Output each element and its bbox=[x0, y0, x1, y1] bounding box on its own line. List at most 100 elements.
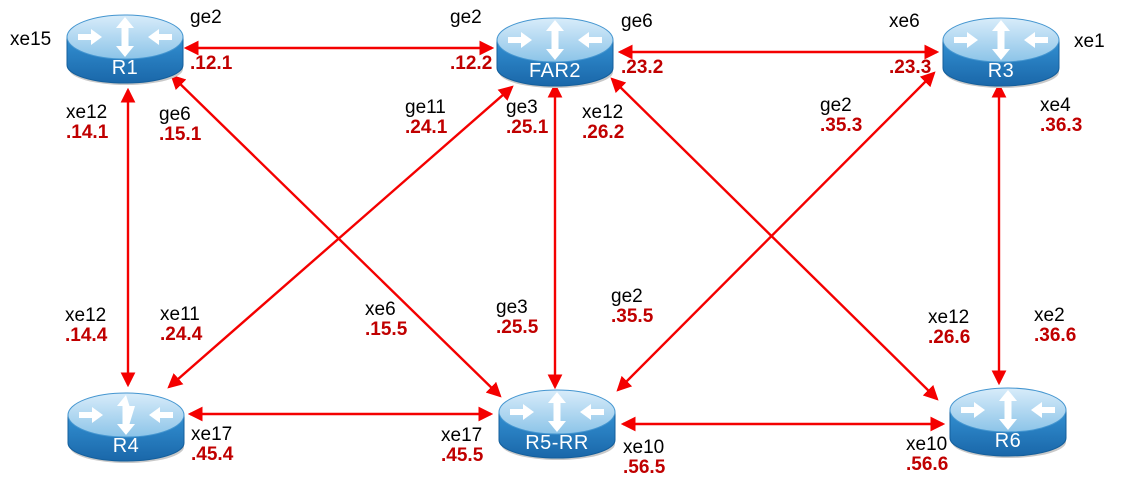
router-arrows-glyph bbox=[954, 20, 1048, 60]
label-r5-xe6: xe6 .15.5 bbox=[365, 300, 407, 340]
label-far2-ge3: ge3 .25.1 bbox=[506, 98, 548, 138]
interface-name: xe10 bbox=[623, 437, 665, 458]
interface-ip: .12.2 bbox=[450, 53, 493, 74]
router-r5[interactable]: R5-RR bbox=[497, 388, 617, 462]
interface-name: xe6 bbox=[889, 11, 920, 32]
interface-name: xe10 bbox=[906, 434, 948, 455]
router-icon bbox=[942, 17, 1060, 88]
router-arrows-glyph bbox=[961, 390, 1055, 430]
label-r6-xe10: xe10 .56.6 bbox=[906, 435, 948, 475]
router-arrows-glyph bbox=[508, 20, 602, 60]
interface-ip: .35.5 bbox=[611, 306, 654, 327]
interface-ip: .15.5 bbox=[365, 319, 408, 340]
router-r1[interactable]: R1 bbox=[65, 13, 185, 87]
label-r3-xe4: xe4 .36.3 bbox=[1040, 96, 1082, 136]
router-r4[interactable]: R4 bbox=[66, 391, 186, 465]
router-label: R1 bbox=[111, 57, 139, 79]
label-r6-xe12: xe12 .26.6 bbox=[928, 308, 970, 348]
interface-name: ge6 bbox=[159, 104, 191, 125]
interface-ip: .14.4 bbox=[65, 325, 108, 346]
link-far2-r6 bbox=[610, 77, 939, 401]
link-far2-r4 bbox=[167, 85, 514, 389]
interface-name: xe17 bbox=[441, 425, 483, 446]
router-label: FAR2 bbox=[528, 60, 582, 82]
interface-name: xe11 bbox=[160, 304, 200, 325]
router-label: R5-RR bbox=[525, 432, 589, 454]
interface-name: xe12 bbox=[928, 307, 970, 328]
label-far2-ge11: ge11 .24.1 bbox=[405, 98, 447, 138]
router-label: R6 bbox=[994, 430, 1022, 452]
router-arrows-glyph bbox=[510, 392, 604, 432]
interface-name: ge3 bbox=[506, 97, 538, 118]
interface-ip: .36.6 bbox=[1034, 325, 1077, 346]
interface-name: xe2 bbox=[1034, 305, 1065, 326]
interface-ip: .25.1 bbox=[506, 117, 549, 138]
label-far2-ge6: ge6 .23.2 bbox=[621, 12, 663, 78]
label-r4-xe17: xe17 .45.4 bbox=[191, 425, 233, 465]
label-r5-xe17: xe17 .45.5 bbox=[441, 426, 483, 466]
interface-name: ge6 bbox=[621, 11, 653, 32]
interface-ip: .45.5 bbox=[441, 445, 484, 466]
router-r3[interactable]: R3 bbox=[941, 16, 1061, 90]
interface-name: xe12 bbox=[582, 102, 624, 123]
interface-name: ge2 bbox=[611, 286, 643, 307]
label-r1-ge2: ge2 .12.1 bbox=[190, 8, 232, 74]
label-far2-xe12: xe12 .26.2 bbox=[582, 103, 624, 143]
label-r5-xe10: xe10 .56.5 bbox=[623, 438, 665, 478]
interface-ip: .36.3 bbox=[1040, 115, 1083, 136]
link-r1-r5 bbox=[170, 74, 502, 398]
interface-name: xe6 bbox=[365, 299, 396, 320]
interface-name: ge11 bbox=[405, 97, 446, 118]
interface-ip: .26.2 bbox=[582, 122, 625, 143]
interface-name: xe12 bbox=[66, 102, 108, 123]
interface-name: xe12 bbox=[65, 305, 107, 326]
interface-name: ge2 bbox=[450, 7, 482, 28]
interface-ip: .35.3 bbox=[820, 115, 863, 136]
interface-ip: .56.5 bbox=[623, 457, 666, 478]
interface-ip: .24.4 bbox=[160, 324, 203, 345]
label-r4-xe12: xe12 .14.4 bbox=[65, 306, 107, 346]
interface-name: ge2 bbox=[820, 95, 852, 116]
router-icon bbox=[66, 14, 184, 85]
router-icon bbox=[67, 392, 185, 463]
interface-name: xe17 bbox=[191, 424, 233, 445]
router-icon bbox=[496, 17, 614, 88]
label-r1-xe12: xe12 .14.1 bbox=[66, 103, 108, 143]
label-r3-xe6: xe6 .23.3 bbox=[889, 12, 931, 78]
label-r1-ge6: ge6 .15.1 bbox=[159, 105, 201, 145]
interface-ip: .23.2 bbox=[621, 57, 664, 78]
router-arrows-glyph bbox=[79, 395, 173, 435]
interface-ip: .12.1 bbox=[190, 53, 233, 74]
router-r6[interactable]: R6 bbox=[948, 386, 1068, 460]
interface-ip: .15.1 bbox=[159, 124, 202, 145]
router-label: R4 bbox=[112, 435, 140, 457]
interface-ip: .24.1 bbox=[405, 117, 448, 138]
router-label: R3 bbox=[987, 60, 1015, 82]
label-r1-xe15: xe15 bbox=[10, 30, 51, 50]
interface-name: ge2 bbox=[190, 7, 222, 28]
interface-ip: .56.6 bbox=[906, 454, 949, 475]
interface-name: xe1 bbox=[1074, 31, 1105, 52]
label-r5-ge2: ge2 .35.5 bbox=[611, 287, 653, 327]
label-r3-xe1: xe1 bbox=[1074, 32, 1105, 52]
router-icon bbox=[498, 389, 616, 460]
label-r4-xe11: xe11 .24.4 bbox=[160, 305, 202, 345]
interface-ip: .23.3 bbox=[889, 57, 932, 78]
interface-ip: .25.5 bbox=[496, 317, 539, 338]
label-far2-ge2: ge2 .12.2 bbox=[450, 8, 492, 74]
interface-name: xe15 bbox=[10, 29, 52, 50]
interface-ip: .45.4 bbox=[191, 444, 234, 465]
router-far2[interactable]: FAR2 bbox=[495, 16, 615, 90]
interface-ip: .26.6 bbox=[928, 327, 971, 348]
interface-name: ge3 bbox=[496, 297, 528, 318]
interface-name: xe4 bbox=[1040, 95, 1071, 116]
router-arrows-glyph bbox=[78, 17, 172, 57]
router-icon bbox=[949, 387, 1067, 458]
label-r6-xe2: xe2 .36.6 bbox=[1034, 306, 1076, 346]
interface-ip: .14.1 bbox=[66, 122, 109, 143]
label-r5-ge3: ge3 .25.5 bbox=[496, 298, 538, 338]
label-r3-ge2: ge2 .35.3 bbox=[820, 96, 862, 136]
link-r3-r5 bbox=[616, 71, 936, 392]
